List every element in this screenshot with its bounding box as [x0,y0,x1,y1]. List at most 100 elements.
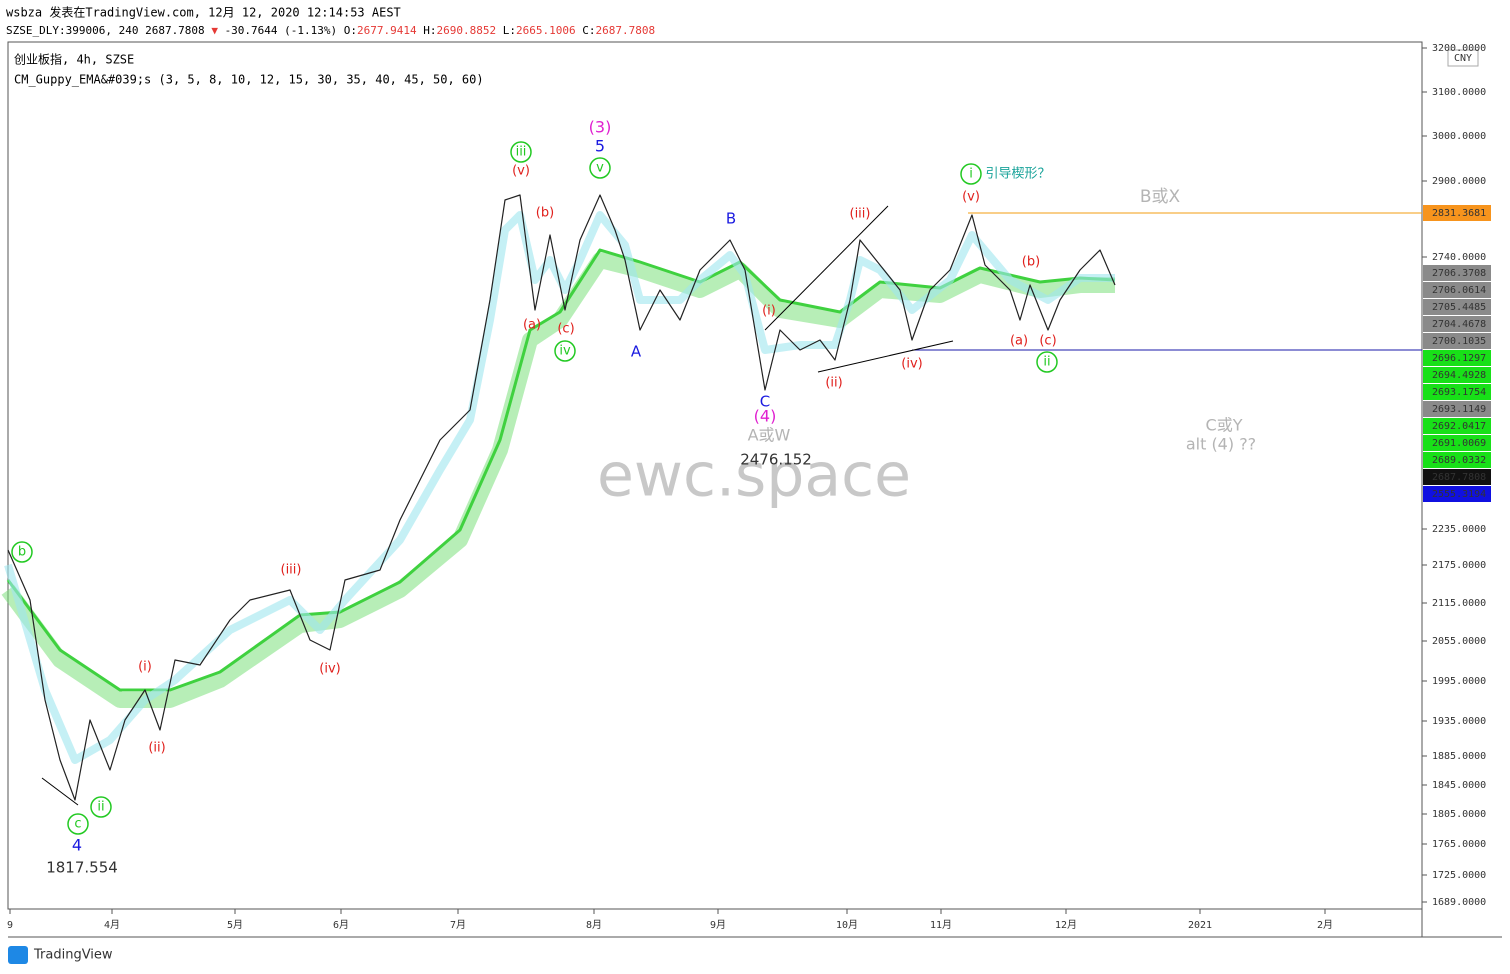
currency-box [1447,49,1479,67]
author-line: wsbza 发表在TradingView.com, 12月 12, 2020 1… [6,5,401,20]
ohlc-value: 2687.7808 [595,24,655,37]
price-tag: 2706.0614 [1432,285,1486,296]
price-path [7,194,1116,801]
ema-ribbon-short [4,211,1115,764]
ohlc-key: C: [582,24,595,37]
wave-label: C或Y [1206,416,1243,435]
price-tag: 2694.4928 [1432,370,1486,381]
wave-label: (iii) [850,207,871,222]
time-label: 2月 [1317,919,1333,931]
price-tag: 2693.1754 [1432,387,1486,398]
price-label: 2055.0000 [1432,636,1486,647]
wave-label: ii [1043,355,1050,370]
ohlc-key: H: [423,24,436,37]
wave-circle [1036,351,1058,373]
time-label: 6月 [333,919,349,931]
wave-label: (v) [962,190,980,205]
symbol-line: SZSE_DLY:399006, 240 2687.7808 ▼ -30.764… [6,24,655,37]
price-label: 3000.0000 [1432,131,1486,142]
wave-label: C [760,393,770,411]
time-label: 8月 [586,919,602,931]
wave-label: (ii) [148,741,165,756]
wave-label: (a) [1010,334,1028,349]
ohlc-key: O: [344,24,357,37]
price-tag-box [1423,452,1491,468]
wave-label: B或X [1140,187,1181,207]
wave-label: (b) [1022,255,1040,270]
price-label: 1725.0000 [1432,870,1486,881]
wave-label: (4) [754,407,777,426]
time-label: 7月 [450,919,466,931]
wave-label: (3) [589,118,612,137]
currency: CNY [1454,53,1472,64]
wave-label: (iv) [319,662,340,677]
price-tag: 2831.3681 [1432,208,1486,219]
ohlc-key: L: [503,24,516,37]
wave-circle [67,813,89,835]
price-label: 1845.0000 [1432,780,1486,791]
price-label: 1995.0000 [1432,676,1486,687]
plot-frame [7,41,1423,910]
wave-label: b [18,545,26,560]
price-tag-box [1423,384,1491,400]
legend-indicator: CM_Guppy_EMA&#039;s (3, 5, 8, 10, 12, 15… [14,73,484,87]
logo: TradingView [33,948,113,963]
price-label: 1765.0000 [1432,839,1486,850]
price-tag-box [1423,418,1491,434]
logo-icon [8,946,28,964]
price-label: 3100.0000 [1432,87,1486,98]
price-tag-box [1423,486,1491,502]
price-tag: 2706.3708 [1432,268,1486,279]
wave-label: B [726,210,736,228]
ohlc-value: 2677.9414 [357,24,417,37]
wave-label: (b) [536,206,554,221]
wave-circle [510,141,532,163]
price-tag: 2696.1297 [1432,353,1486,364]
price-tag-box [1423,282,1491,298]
wave-circle [554,340,576,362]
wave-label: c [74,817,81,832]
wave-label: A [631,343,642,361]
trend-line [41,777,79,806]
wave-label: (c) [557,322,574,337]
wave-label: (a) [523,318,541,333]
wave-circle [589,157,611,179]
wave-label: ii [97,800,104,815]
price-tag-box [1423,205,1491,221]
price-tag-box [1423,435,1491,451]
price-label: 1935.0000 [1432,716,1486,727]
wave-label: 5 [595,137,605,156]
price-tag-box [1423,401,1491,417]
price-tag: 2700.1035 [1432,336,1486,347]
price-label: 2115.0000 [1432,598,1486,609]
price-tag-box [1423,265,1491,281]
wave-label: alt (4) ?? [1186,435,1256,454]
wave-label: (ii) [825,376,842,391]
price-tag-box [1423,367,1491,383]
time-label: 10月 [836,919,858,931]
change-arrow: ▼ [211,24,218,37]
trend-line [817,340,954,373]
time-label: 9 [7,920,13,931]
change: -30.7644 (-1.13%) [225,24,338,37]
wave-label: (iii) [281,563,302,578]
price-label: 2740.0000 [1432,252,1486,263]
price-tag-box [1423,350,1491,366]
price-tag: 2704.4678 [1432,319,1486,330]
time-label: 12月 [1055,919,1077,931]
price-label: 2175.0000 [1432,560,1486,571]
wave-label: 引导楔形？ [985,167,1050,182]
price-tag: 2691.0069 [1432,438,1486,449]
time-label: 11月 [930,919,952,931]
trend-line [764,205,889,331]
wave-label: v [596,161,604,176]
wave-label: (iv) [901,357,922,372]
wave-label: A或W [748,426,791,445]
price-label: 1805.0000 [1432,809,1486,820]
ohlc-value: 2690.8852 [437,24,497,37]
wave-label: iii [516,145,527,160]
price-tag: 2692.0417 [1432,421,1486,432]
price-tag: 2687.7808 [1432,472,1486,483]
price-label: 2235.0000 [1432,524,1486,535]
wave-label: 4 [72,836,82,855]
